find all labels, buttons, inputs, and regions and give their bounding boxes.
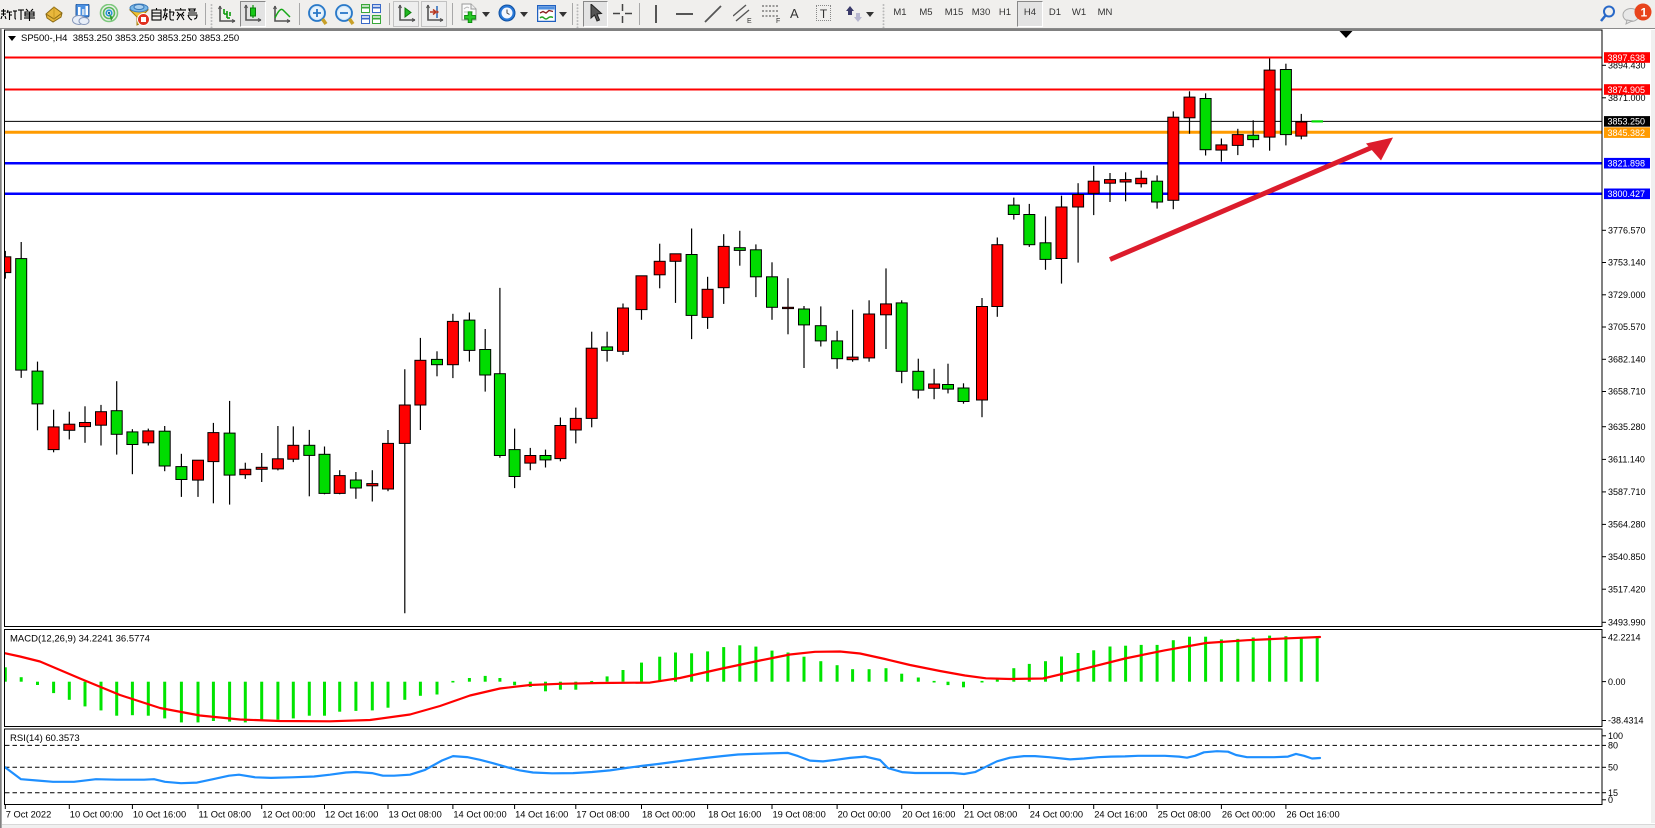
svg-text:-38.4314: -38.4314 <box>1608 716 1644 726</box>
svg-text:100: 100 <box>1608 731 1623 741</box>
svg-text:E: E <box>747 18 752 24</box>
svg-text:SP500-,H4 3853.250 3853.250 3: SP500-,H4 3853.250 3853.250 3853.250 385… <box>21 33 239 44</box>
svg-text:3729.000: 3729.000 <box>1608 290 1646 300</box>
svg-text:20 Oct 16:00: 20 Oct 16:00 <box>902 810 955 820</box>
svg-text:3853.250: 3853.250 <box>1608 117 1646 127</box>
svg-text:3897.638: 3897.638 <box>1608 53 1646 63</box>
svg-text:3540.850: 3540.850 <box>1608 552 1646 562</box>
svg-text:3611.140: 3611.140 <box>1608 455 1645 465</box>
svg-text:10 Oct 00:00: 10 Oct 00:00 <box>70 810 123 820</box>
svg-text:3493.990: 3493.990 <box>1608 618 1646 628</box>
svg-text:3894.430: 3894.430 <box>1608 61 1646 71</box>
svg-text:0.00: 0.00 <box>1608 677 1626 687</box>
svg-text:21 Oct 08:00: 21 Oct 08:00 <box>964 810 1017 820</box>
svg-text:F: F <box>776 18 780 24</box>
svg-text:0: 0 <box>1608 795 1613 805</box>
svg-text:RSI(14) 60.3573: RSI(14) 60.3573 <box>10 733 80 744</box>
svg-text:26 Oct 16:00: 26 Oct 16:00 <box>1286 810 1339 820</box>
svg-text:3587.710: 3587.710 <box>1608 487 1646 497</box>
svg-text:20 Oct 00:00: 20 Oct 00:00 <box>838 810 891 820</box>
svg-text:3635.280: 3635.280 <box>1608 422 1646 432</box>
svg-text:10 Oct 16:00: 10 Oct 16:00 <box>133 810 186 820</box>
svg-text:25 Oct 08:00: 25 Oct 08:00 <box>1158 810 1211 820</box>
svg-text:3871.000: 3871.000 <box>1608 93 1646 103</box>
svg-text:3682.140: 3682.140 <box>1608 355 1646 365</box>
svg-text:42.2214: 42.2214 <box>1608 633 1641 643</box>
svg-text:3564.280: 3564.280 <box>1608 520 1646 530</box>
svg-text:3776.570: 3776.570 <box>1608 226 1646 236</box>
svg-text:3753.140: 3753.140 <box>1608 258 1646 268</box>
svg-text:24 Oct 16:00: 24 Oct 16:00 <box>1094 810 1147 820</box>
svg-text:18 Oct 16:00: 18 Oct 16:00 <box>708 810 761 820</box>
svg-text:24 Oct 00:00: 24 Oct 00:00 <box>1030 810 1083 820</box>
svg-text:3517.420: 3517.420 <box>1608 584 1646 594</box>
svg-text:80: 80 <box>1608 741 1618 751</box>
svg-text:50: 50 <box>1608 763 1618 773</box>
svg-text:3874.905: 3874.905 <box>1608 85 1646 95</box>
svg-text:15: 15 <box>1608 788 1618 798</box>
svg-text:19 Oct 08:00: 19 Oct 08:00 <box>773 810 826 820</box>
svg-text:11 Oct 08:00: 11 Oct 08:00 <box>199 810 252 820</box>
svg-text:17 Oct 08:00: 17 Oct 08:00 <box>576 810 629 820</box>
svg-text:12 Oct 16:00: 12 Oct 16:00 <box>325 810 378 820</box>
svg-text:3800.427: 3800.427 <box>1608 189 1646 199</box>
svg-text:13 Oct 08:00: 13 Oct 08:00 <box>389 810 442 820</box>
svg-text:3845.382: 3845.382 <box>1608 128 1646 138</box>
svg-text:14 Oct 16:00: 14 Oct 16:00 <box>515 810 568 820</box>
svg-text:3821.898: 3821.898 <box>1608 159 1646 169</box>
svg-text:MACD(12,26,9) 34.2241 36.5774: MACD(12,26,9) 34.2241 36.5774 <box>10 634 150 645</box>
svg-text:14 Oct 00:00: 14 Oct 00:00 <box>453 810 506 820</box>
svg-text:12 Oct 00:00: 12 Oct 00:00 <box>262 810 315 820</box>
svg-text:7 Oct 2022: 7 Oct 2022 <box>6 810 51 820</box>
svg-text:3658.710: 3658.710 <box>1608 387 1646 397</box>
svg-text:26 Oct 00:00: 26 Oct 00:00 <box>1222 810 1275 820</box>
svg-text:1: 1 <box>1641 6 1648 20</box>
svg-text:3705.570: 3705.570 <box>1608 322 1646 332</box>
svg-text:18 Oct 00:00: 18 Oct 00:00 <box>642 810 695 820</box>
